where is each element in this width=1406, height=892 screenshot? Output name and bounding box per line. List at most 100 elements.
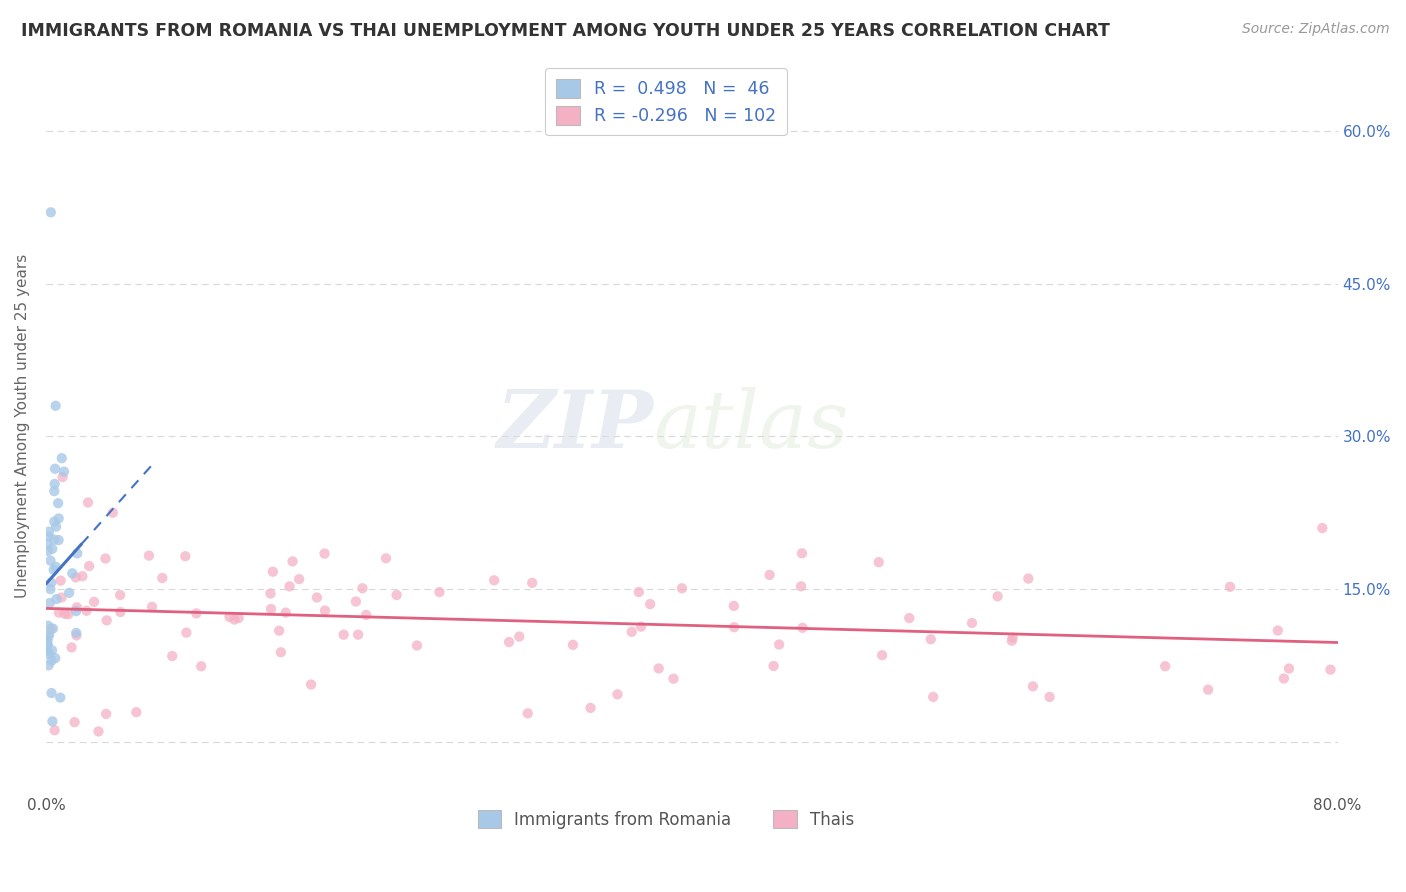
Point [627, 585, 650, 599]
Point [278, 579, 301, 593]
Point [150, 571, 173, 585]
Point [101, 506, 124, 520]
Point [176, 625, 198, 640]
Point [224, 613, 246, 627]
Point [1278, 661, 1301, 675]
Point [520, 575, 543, 590]
Point [1272, 672, 1295, 686]
Point [48, 606, 70, 620]
Y-axis label: Unemployment Among Youth under 25 years: Unemployment Among Youth under 25 years [15, 254, 30, 599]
Point [352, 581, 374, 595]
Point [38, 596, 60, 610]
Text: IMMIGRANTS FROM ROMANIA VS THAI UNEMPLOYMENT AMONG YOUTH UNDER 25 YEARS CORRELAT: IMMIGRANTS FROM ROMANIA VS THAI UNEMPLOY… [21, 22, 1109, 40]
Point [790, 579, 813, 593]
Point [41, 714, 63, 729]
Point [162, 648, 184, 663]
Point [274, 606, 297, 620]
Point [920, 632, 942, 647]
Point [792, 621, 814, 635]
Point [38, 658, 60, 673]
Point [870, 648, 893, 663]
Point [482, 574, 505, 588]
Point [41, 654, 63, 668]
Point [1319, 663, 1341, 677]
Text: ZIP: ZIP [496, 387, 652, 465]
Point [723, 620, 745, 634]
Point [60, 566, 83, 581]
Point [96, 613, 118, 627]
Point [77, 559, 100, 574]
Point [1197, 682, 1219, 697]
Point [288, 572, 311, 586]
Point [671, 582, 693, 596]
Point [45, 592, 67, 607]
Point [52, 470, 75, 484]
Point [190, 659, 212, 673]
Point [314, 603, 336, 617]
Point [262, 565, 284, 579]
Text: atlas: atlas [652, 387, 848, 465]
Point [44, 651, 66, 665]
Point [58, 586, 80, 600]
Point [108, 588, 131, 602]
Point [1310, 521, 1333, 535]
Point [498, 635, 520, 649]
Point [868, 555, 890, 569]
Point [260, 602, 283, 616]
Point [51, 451, 73, 466]
Point [42, 622, 65, 636]
Point [347, 627, 370, 641]
Point [1154, 659, 1177, 673]
Point [1001, 633, 1024, 648]
Point [38, 524, 60, 539]
Point [1267, 624, 1289, 638]
Point [37, 633, 59, 648]
Point [41, 541, 63, 556]
Point [723, 599, 745, 613]
Point [53, 607, 76, 621]
Point [66, 546, 89, 560]
Point [561, 638, 583, 652]
Point [48, 533, 70, 547]
Point [314, 547, 336, 561]
Point [141, 599, 163, 614]
Point [44, 515, 66, 529]
Point [63, 715, 86, 730]
Point [65, 570, 87, 584]
Point [37, 629, 59, 643]
Point [51, 591, 73, 605]
Point [987, 590, 1010, 604]
Point [44, 477, 66, 491]
Point [768, 638, 790, 652]
Point [259, 586, 281, 600]
Point [1017, 572, 1039, 586]
Legend: Immigrants from Romania, Thais: Immigrants from Romania, Thais [471, 804, 860, 836]
Point [174, 549, 197, 564]
Point [58, 607, 80, 622]
Point [790, 546, 813, 560]
Point [37, 537, 59, 551]
Point [138, 549, 160, 563]
Point [508, 630, 530, 644]
Point [385, 588, 408, 602]
Point [110, 605, 132, 619]
Point [94, 551, 117, 566]
Point [49, 690, 72, 705]
Point [39, 622, 62, 636]
Point [579, 701, 602, 715]
Point [898, 611, 921, 625]
Point [44, 484, 66, 499]
Point [65, 604, 87, 618]
Point [630, 620, 652, 634]
Point [41, 686, 63, 700]
Point [87, 724, 110, 739]
Point [37, 638, 59, 652]
Point [39, 554, 62, 568]
Point [354, 607, 377, 622]
Point [37, 544, 59, 558]
Point [83, 595, 105, 609]
Point [45, 519, 67, 533]
Point [48, 511, 70, 525]
Point [49, 574, 72, 588]
Point [218, 610, 240, 624]
